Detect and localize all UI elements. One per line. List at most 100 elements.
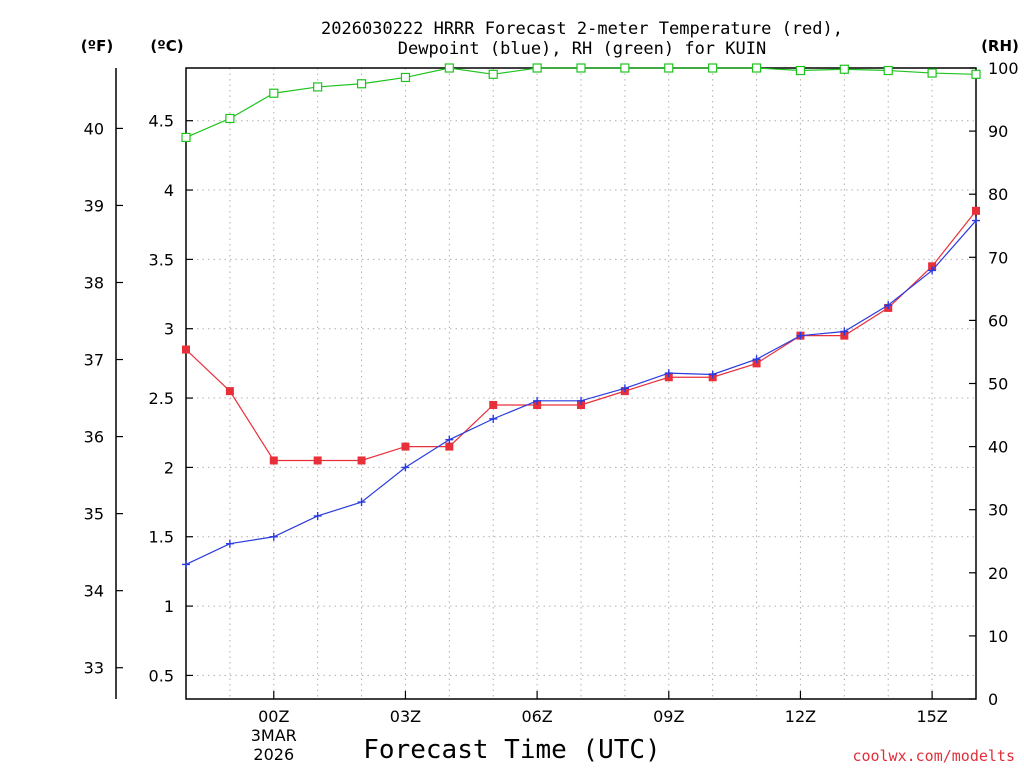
temperature-point (928, 262, 937, 271)
fahrenheit-tick-label: 34 (84, 582, 104, 601)
dewpoint-point (357, 498, 366, 507)
temperature-point (664, 373, 673, 382)
fahrenheit-tick-label: 40 (84, 119, 104, 138)
temperature-point (182, 345, 190, 354)
chart-title-line2: Dewpoint (blue), RH (green) for KUIN (398, 39, 766, 59)
axis-ticks: 0.5 1 1.5 2 2.5 3 3.5 4 4.5 33 34 35 36 37 38 39 40 0 10 20… (84, 59, 1019, 764)
rh-point (576, 63, 586, 73)
x-tick-label: 12Z (785, 707, 816, 726)
dewpoint-point (533, 396, 542, 405)
rh-point (532, 63, 542, 73)
rh-tick-label: 50 (988, 375, 1008, 394)
fahrenheit-tick-label: 39 (84, 196, 104, 215)
temperature-point (269, 456, 278, 465)
rh-point (313, 82, 323, 92)
x-axis-label: Forecast Time (UTC) (363, 735, 660, 765)
rh-line (185, 67, 977, 138)
rh-tick-label: 100 (988, 59, 1019, 78)
rh-point (444, 63, 454, 73)
celsius-unit-label: (ºC) (150, 37, 183, 55)
rh-point (971, 69, 981, 79)
temperature-point (225, 387, 234, 396)
temperature-point (752, 359, 761, 368)
rh-point (356, 79, 367, 89)
temperature-point (840, 331, 849, 340)
dewpoint-point (884, 301, 893, 310)
dewpoint-point (182, 560, 190, 569)
rh-tick-label: 70 (988, 248, 1008, 267)
celsius-tick-label: 3.5 (149, 250, 174, 269)
x-tick-year: 2026 (253, 745, 294, 764)
rh-tick-label: 10 (988, 627, 1008, 646)
dewpoint-point (577, 396, 585, 405)
dewpoint-point (620, 384, 629, 393)
temperature-point (357, 456, 366, 465)
dewpoint-point (708, 370, 717, 379)
dewpoint-point (972, 216, 980, 225)
rh-point (400, 72, 411, 83)
rh-tick-label: 20 (988, 564, 1008, 583)
fahrenheit-tick-label: 37 (84, 351, 104, 370)
celsius-tick-label: 2.5 (149, 389, 174, 408)
rh-point (708, 63, 718, 73)
dewpoint-point (401, 463, 410, 472)
dewpoint-point (664, 369, 673, 378)
x-tick-date: 3MAR (251, 726, 297, 745)
rh-tick-label: 30 (988, 501, 1008, 520)
temperature-point (445, 442, 454, 451)
fahrenheit-tick-label: 36 (84, 428, 104, 447)
celsius-tick-label: 3 (164, 320, 174, 339)
temperature-line (185, 210, 977, 462)
rh-tick-label: 80 (988, 185, 1008, 204)
chart-title-line1: 2026030222 HRRR Forecast 2-meter Tempera… (321, 19, 843, 39)
x-tick-label: 06Z (521, 707, 552, 726)
celsius-tick-label: 2 (164, 458, 174, 477)
rh-point (795, 65, 806, 76)
fahrenheit-tick-label: 33 (84, 659, 104, 678)
rh-point (181, 132, 191, 143)
temperature-point (577, 400, 585, 409)
temperature-point (972, 206, 980, 215)
temperature-point (533, 400, 542, 409)
rh-tick-label: 40 (988, 438, 1008, 457)
dewpoint-point (445, 435, 454, 444)
x-tick-label: 15Z (916, 707, 947, 726)
rh-tick-label: 0 (988, 690, 998, 709)
dewpoint-point (840, 327, 849, 336)
temperature-point (401, 442, 410, 451)
celsius-tick-label: 1 (164, 597, 174, 616)
celsius-tick-label: 1.5 (149, 528, 174, 547)
rh-point (488, 69, 498, 79)
rh-point (620, 63, 630, 73)
dewpoint-point (489, 414, 498, 423)
rh-point (225, 113, 235, 124)
celsius-tick-label: 4.5 (149, 112, 174, 131)
rh-point (883, 65, 893, 76)
fahrenheit-unit-label: (ºF) (81, 37, 113, 55)
rh-point (664, 63, 674, 73)
x-tick-label: 00Z (258, 707, 289, 726)
dewpoint-point (752, 355, 761, 364)
dewpoint-point (928, 266, 937, 275)
series-layer (181, 63, 981, 569)
credit-text: coolwx.com/modelts (852, 747, 1015, 765)
rh-point (751, 63, 762, 73)
dewpoint-point (313, 511, 322, 520)
dewpoint-point (225, 539, 234, 548)
gridlines (186, 68, 976, 699)
rh-tick-label: 90 (988, 122, 1008, 141)
dewpoint-point (269, 532, 278, 541)
temperature-point (489, 400, 498, 409)
x-tick-label: 09Z (653, 707, 684, 726)
dewpoint-point (796, 331, 805, 340)
fahrenheit-tick-label: 35 (84, 505, 104, 524)
rh-unit-label: (RH) (981, 37, 1019, 55)
rh-point (927, 68, 937, 78)
rh-tick-label: 60 (988, 311, 1008, 330)
celsius-tick-label: 0.5 (149, 666, 174, 685)
celsius-tick-label: 4 (164, 181, 174, 200)
temperature-point (313, 456, 322, 465)
rh-point (839, 64, 849, 74)
x-tick-label: 03Z (390, 707, 421, 726)
